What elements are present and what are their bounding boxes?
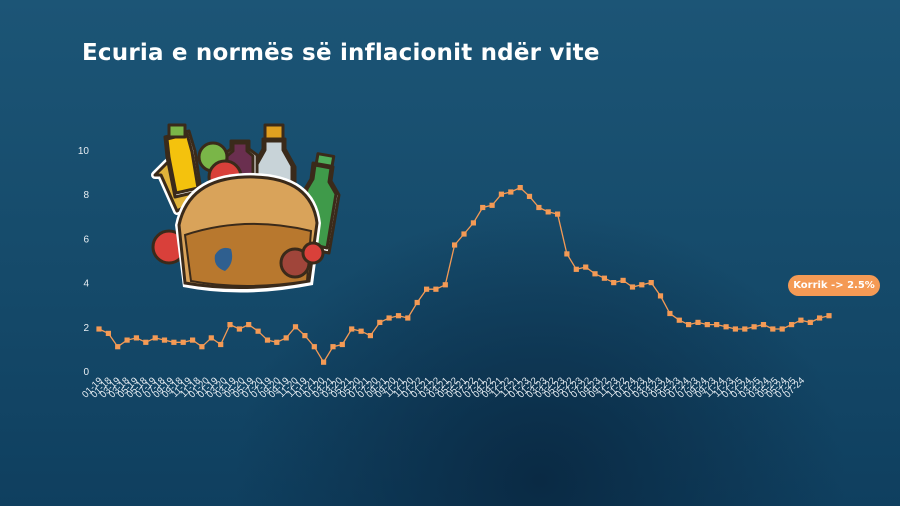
y-tick-label: 2 (83, 323, 89, 334)
data-point (180, 339, 186, 345)
data-point (536, 204, 542, 211)
data-point (583, 264, 589, 270)
y-tick-label: 10 (78, 146, 90, 157)
data-point (255, 328, 261, 334)
data-point (751, 324, 757, 330)
data-point (732, 326, 738, 332)
data-point (349, 326, 355, 332)
data-point (246, 322, 252, 328)
data-point (386, 315, 392, 321)
data-point (779, 326, 785, 332)
data-point (311, 344, 317, 350)
data-point (321, 359, 327, 365)
data-point (620, 277, 626, 283)
data-point (667, 310, 673, 317)
data-point (264, 337, 271, 343)
data-point (115, 344, 121, 350)
data-point (470, 220, 476, 226)
data-point (414, 299, 420, 306)
data-point (452, 242, 458, 248)
data-point (218, 341, 224, 348)
data-point (592, 271, 598, 277)
data-markers (96, 185, 832, 365)
data-point (358, 328, 364, 334)
data-point (236, 326, 242, 332)
data-point (807, 319, 813, 325)
data-point (171, 339, 177, 345)
data-point (405, 315, 411, 321)
data-point (770, 326, 776, 332)
data-point (545, 209, 551, 215)
data-point (161, 337, 168, 343)
data-point (96, 326, 102, 332)
data-point (686, 322, 692, 328)
y-tick-label: 0 (83, 367, 89, 378)
data-point (676, 317, 682, 323)
data-point (395, 313, 402, 319)
data-point (199, 344, 205, 350)
data-point (377, 319, 383, 325)
data-point (695, 319, 701, 325)
data-point (508, 189, 514, 195)
data-point (723, 324, 729, 330)
data-point (601, 275, 607, 281)
data-point (124, 337, 130, 343)
data-point (648, 280, 654, 286)
data-point (433, 286, 439, 292)
data-point (789, 322, 795, 328)
data-point (498, 191, 504, 197)
data-point (339, 341, 345, 348)
data-point (657, 293, 664, 299)
data-point (330, 344, 336, 350)
data-point (283, 335, 289, 341)
data-point (143, 339, 149, 345)
y-axis: 0 2 4 6 8 10 (78, 146, 90, 378)
y-tick-label: 4 (83, 279, 89, 290)
data-point (564, 251, 570, 257)
data-point (573, 266, 579, 272)
x-axis: 01-1901-1803-1903-1805-1905-1807-1907-18… (80, 375, 807, 400)
data-point (639, 282, 645, 288)
data-point (190, 337, 196, 343)
data-point (461, 231, 467, 237)
data-point (367, 333, 373, 339)
data-point (133, 335, 139, 341)
data-point (424, 286, 430, 292)
data-point (442, 282, 448, 288)
data-point (555, 211, 561, 217)
data-point (274, 339, 280, 345)
data-point (611, 280, 617, 286)
data-point (489, 202, 495, 208)
data-point (302, 333, 308, 339)
latest-value-callout: Korrik -> 2.5% (788, 275, 880, 296)
data-point (480, 204, 486, 211)
data-point (760, 322, 767, 328)
data-point (517, 185, 523, 191)
data-point (526, 193, 533, 199)
data-point (208, 335, 214, 341)
y-tick-label: 8 (83, 190, 89, 201)
grocery-bag-illustration (151, 123, 341, 293)
data-point (714, 322, 720, 328)
data-point (826, 313, 832, 319)
data-point (105, 330, 111, 336)
data-point (227, 322, 233, 328)
y-tick-label: 6 (83, 234, 89, 245)
data-point (704, 322, 710, 328)
data-point (292, 324, 299, 330)
page-title: Ecuria e normës së inflacionit ndër vite (82, 40, 600, 66)
data-point (742, 326, 748, 332)
data-point (629, 284, 636, 290)
data-point (817, 315, 823, 321)
data-point (152, 335, 158, 341)
data-point (798, 317, 804, 323)
